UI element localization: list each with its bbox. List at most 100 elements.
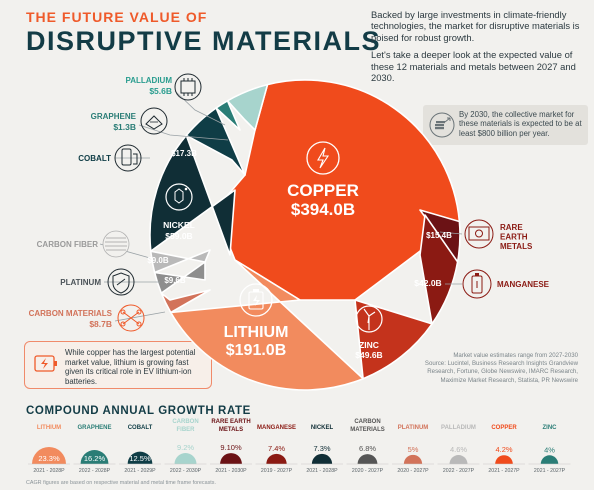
- nickel-name-label: NICKEL: [163, 220, 195, 230]
- intro-paragraph-1: Backed by large investments in climate-f…: [371, 9, 580, 43]
- cagr-item-graphene: GRAPHENE 16.2% 2022 - 2028P: [73, 425, 116, 474]
- cagr-item-lithium: LITHIUM 23.3% 2021 - 2028P: [28, 425, 70, 474]
- lithium-note: While copper has the largest potential m…: [24, 341, 212, 389]
- source-line: Maximize Market Research, Statista, PR N…: [440, 376, 578, 384]
- slice-carbon-materials: [160, 289, 211, 314]
- slice-palladium: [226, 83, 269, 131]
- cagr-name: NICKEL: [311, 425, 334, 431]
- source-line: Market value estimates range from 2027-2…: [453, 352, 578, 359]
- cagr-value: 16.2%: [84, 454, 106, 463]
- cagr-title: COMPOUND ANNUAL GROWTH RATE: [26, 405, 251, 417]
- battery-manganese-icon: [462, 269, 492, 299]
- cagr-item-carbon-fiber: CARBON FIBER 9.2% 2022 - 2030P: [164, 419, 207, 474]
- callout-text: By 2030, the collective market for these…: [459, 110, 582, 138]
- cagr-name: CARBON MATERIALS: [350, 419, 385, 433]
- cagr-item-nickel: NICKEL 7.3% 2021 - 2028P: [301, 425, 343, 474]
- cagr-name-line: LITHIUM: [37, 425, 61, 431]
- graphene-value-label: $1.3B: [113, 122, 136, 132]
- cagr-name: ZINC: [543, 425, 558, 431]
- drone-icon: [117, 304, 145, 332]
- copper-name-label: COPPER: [287, 181, 359, 200]
- cagr-period: 2020 - 2027P: [397, 468, 429, 474]
- cagr-semicircle: [32, 447, 66, 464]
- cagr-period: 2021 - 2028P: [33, 468, 65, 474]
- cagr-name-line: MANGANESE: [257, 425, 296, 431]
- cagr-value: 4%: [544, 445, 555, 454]
- cagr-value: 9.10%: [220, 443, 242, 452]
- cagr-value: 4.2%: [495, 445, 512, 454]
- cagr-value: 12.5%: [129, 454, 151, 463]
- cagr-name: PLATINUM: [398, 425, 429, 431]
- graphics-card-icon: [464, 219, 494, 249]
- cagr-name-line: RARE EARTH: [211, 419, 250, 425]
- source-line: Research, Fortune, Globe Newswire, IMARC…: [427, 368, 578, 376]
- cagr-name-line: CARBON: [354, 419, 380, 425]
- zinc-value-label: $49.6B: [355, 350, 382, 360]
- cagr-item-cobalt: COBALT 12.5% 2021 - 2029P: [119, 425, 161, 474]
- intro-paragraph-2: Let's take a deeper look at the expected…: [371, 49, 576, 84]
- cagr-semicircle: [220, 453, 242, 464]
- slice-nickel: [149, 134, 236, 256]
- intro-text: Backed by large investments in climate-f…: [371, 9, 586, 89]
- cagr-item-rare-earth-metals: RARE EARTH METALS 9.10% 2021 - 2030P: [210, 419, 252, 474]
- cagr-name-line: FIBER: [177, 427, 196, 433]
- carbon-fiber-name-label: CARBON FIBER: [37, 240, 99, 249]
- cagr-item-palladium: PALLADIUM 4.6% 2022 - 2027P: [437, 425, 480, 474]
- cagr-name: COBALT: [128, 425, 153, 431]
- rare-earth-name-label-line2: EARTH: [500, 233, 528, 242]
- leader-line: [114, 311, 166, 322]
- palladium-value-label: $5.6B: [149, 86, 172, 96]
- cagr-value: 6.8%: [359, 444, 376, 453]
- slice-platinum: [153, 261, 206, 294]
- cagr-period: 2022 - 2028P: [79, 468, 111, 474]
- nickel-value-label: $59.0B: [165, 231, 192, 241]
- manganese-name-label: MANGANESE: [497, 280, 550, 289]
- cagr-value: 23.3%: [38, 454, 60, 463]
- slice-carbon-fiber: [150, 249, 211, 274]
- cagr-period: 2021 - 2030P: [215, 468, 247, 474]
- cagr-name-line: PALLADIUM: [441, 425, 476, 431]
- header-kicker: THE FUTURE VALUE OF: [26, 9, 208, 25]
- cagr-value: 5%: [408, 445, 419, 454]
- cagr-name: LITHIUM: [37, 425, 61, 431]
- slice-lithium: [170, 259, 364, 391]
- sparkle-icon: [165, 183, 193, 211]
- pie-chart: COPPER $394.0B LITHIUM $191.0B ZINC $49.…: [29, 73, 550, 391]
- cagr-period: 2022 - 2030P: [170, 468, 202, 474]
- platinum-value-label: $9.6B: [164, 276, 186, 285]
- cagr-value: 7.3%: [313, 444, 330, 453]
- platinum-name-label: PLATINUM: [60, 278, 101, 287]
- cagr-value: 4.6%: [450, 445, 467, 454]
- battery-icon: [34, 355, 57, 372]
- rare-earth-name-label-line1: RARE: [500, 223, 523, 232]
- cagr-name-line: CARBON: [172, 419, 198, 425]
- cagr-semicircle: [266, 453, 287, 464]
- carbon-materials-value-label: $8.7B: [89, 319, 112, 329]
- cagr-name: RARE EARTH METALS: [211, 419, 250, 433]
- cagr-semicircle: [357, 454, 378, 464]
- slice-copper: [214, 79, 461, 301]
- leader-line: [138, 124, 229, 141]
- cagr-semicircle: [80, 450, 109, 464]
- phone-icon: [114, 144, 142, 172]
- cagr-period: 2021 - 2027P: [534, 468, 566, 474]
- leader-line: [439, 231, 463, 235]
- cagr-footnote: CAGR figures are based on respective mat…: [26, 480, 216, 486]
- cagr-semicircle: [495, 455, 513, 464]
- chip-icon: [174, 73, 202, 101]
- graphene-name-label: GRAPHENE: [91, 112, 137, 121]
- cagr-name-line: PLATINUM: [398, 425, 429, 431]
- cobalt-name-label: COBALT: [78, 154, 111, 163]
- cagr-semicircle: [403, 454, 423, 464]
- cagr-period: 2021 - 2028P: [306, 468, 338, 474]
- cagr-name-line: COPPER: [491, 425, 517, 431]
- cagr-semicircle: [174, 453, 197, 464]
- carbon-fiber-value-label: $9.0B: [147, 256, 169, 265]
- page-title: DISRUPTIVE MATERIALS: [26, 26, 382, 56]
- cagr-period: 2022 - 2027P: [443, 468, 475, 474]
- cagr-period: 2020 - 2027P: [352, 468, 384, 474]
- cobalt-value-label: $17.3B: [171, 149, 197, 158]
- cagr-item-platinum: PLATINUM 5% 2020 - 2027P: [392, 425, 434, 474]
- lightning-icon: [306, 141, 340, 175]
- cagr-value: 9.2%: [177, 443, 194, 452]
